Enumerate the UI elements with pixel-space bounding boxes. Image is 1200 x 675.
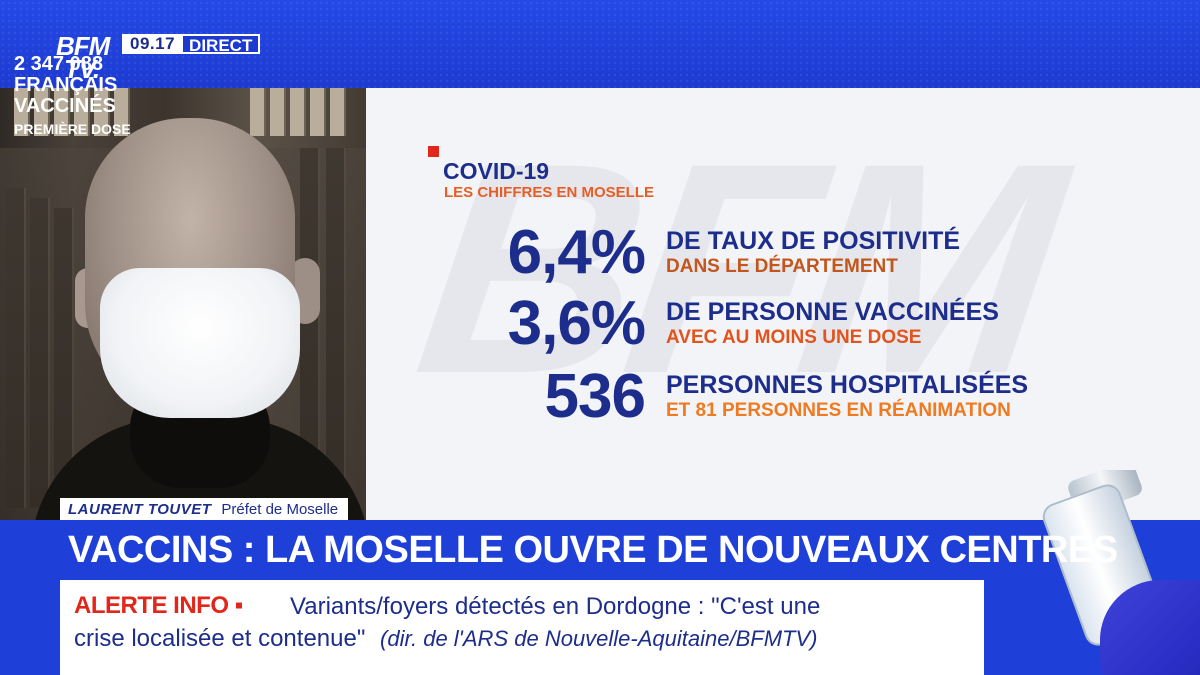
bfmtv-logo: BFM TV. bbox=[56, 33, 114, 83]
speaker-role: Préfet de Moselle bbox=[221, 500, 339, 518]
stat-sublabel-vaccinated: AVEC AU MOINS UNE DOSE bbox=[666, 327, 922, 348]
stat-value-positivity: 6,4% bbox=[507, 218, 646, 287]
ticker-line-2-wrap: crise localisée et contenue" (dir. de l'… bbox=[74, 625, 817, 653]
vaccination-counter-text: 2 347 088 FRANÇAIS VACCINÉS PREMIÈRE DOS… bbox=[14, 54, 131, 140]
book bbox=[310, 88, 326, 136]
counter-line-2: FRANÇAIS bbox=[14, 74, 118, 96]
book bbox=[270, 88, 286, 136]
clock-time: 09.17 bbox=[130, 34, 176, 53]
counter-line-4: PREMIÈRE DOSE bbox=[14, 121, 131, 137]
live-label: DIRECT bbox=[181, 34, 261, 55]
stat-label-positivity: DE TAUX DE POSITIVITÉ bbox=[666, 227, 961, 255]
stat-sublabel-hospitalized: ET 81 PERSONNES EN RÉANIMATION bbox=[666, 400, 1011, 421]
logo-line-1: BFM bbox=[56, 31, 110, 61]
speaker-name: LAURENT TOUVET bbox=[68, 500, 212, 518]
panel-title: COVID-19 bbox=[443, 158, 550, 184]
time-live-badge: 09.17 DIRECT bbox=[122, 34, 261, 55]
alert-info-label: ALERTE INFO ▪ bbox=[74, 592, 243, 619]
book bbox=[54, 88, 70, 136]
top-band bbox=[0, 0, 1200, 88]
ticker-line-1: Variants/foyers détectés en Dordogne : "… bbox=[290, 593, 821, 620]
stat-sublabel-positivity: DANS LE DÉPARTEMENT bbox=[666, 256, 898, 277]
speaker-name-strip: LAURENT TOUVET Préfet de Moselle bbox=[60, 498, 349, 520]
book bbox=[290, 88, 306, 136]
ticker-line-2: crise localisée et contenue" bbox=[74, 625, 366, 652]
stat-value-hospitalized: 536 bbox=[544, 362, 646, 431]
headline-banner: VACCINS : LA MOSELLE OUVRE DE NOUVEAUX C… bbox=[60, 521, 1118, 580]
book bbox=[94, 88, 110, 136]
panel-subtitle: LES CHIFFRES EN MOSELLE bbox=[444, 184, 655, 201]
stat-label-vaccinated: DE PERSONNE VACCINÉES bbox=[666, 298, 999, 326]
book bbox=[114, 88, 130, 136]
stat-label-hospitalized: PERSONNES HOSPITALISÉES bbox=[666, 371, 1029, 399]
book bbox=[330, 88, 346, 136]
ticker-source: (dir. de l'ARS de Nouvelle-Aquitaine/BFM… bbox=[380, 626, 818, 651]
vaccine-vial-image bbox=[1040, 470, 1200, 675]
red-square-marker bbox=[428, 146, 439, 157]
logo-line-2: TV. bbox=[64, 54, 100, 84]
stat-value-vaccinated: 3,6% bbox=[507, 289, 646, 358]
video-feed bbox=[0, 88, 366, 520]
book bbox=[74, 88, 90, 136]
book bbox=[14, 88, 30, 136]
counter-line-3: VACCINÉS bbox=[14, 95, 116, 117]
book bbox=[250, 88, 266, 136]
face-mask bbox=[100, 268, 300, 418]
alert-ticker: ALERTE INFO ▪ Variants/foyers détectés e… bbox=[60, 580, 984, 675]
book bbox=[34, 88, 50, 136]
headline-text: VACCINS : LA MOSELLE OUVRE DE NOUVEAUX C… bbox=[68, 529, 1118, 571]
covid-stats-panel: BFM COVID-19 LES CHIFFRES EN MOSELLE 6,4… bbox=[366, 88, 1200, 520]
counter-number: 2 347 088 bbox=[14, 53, 103, 75]
